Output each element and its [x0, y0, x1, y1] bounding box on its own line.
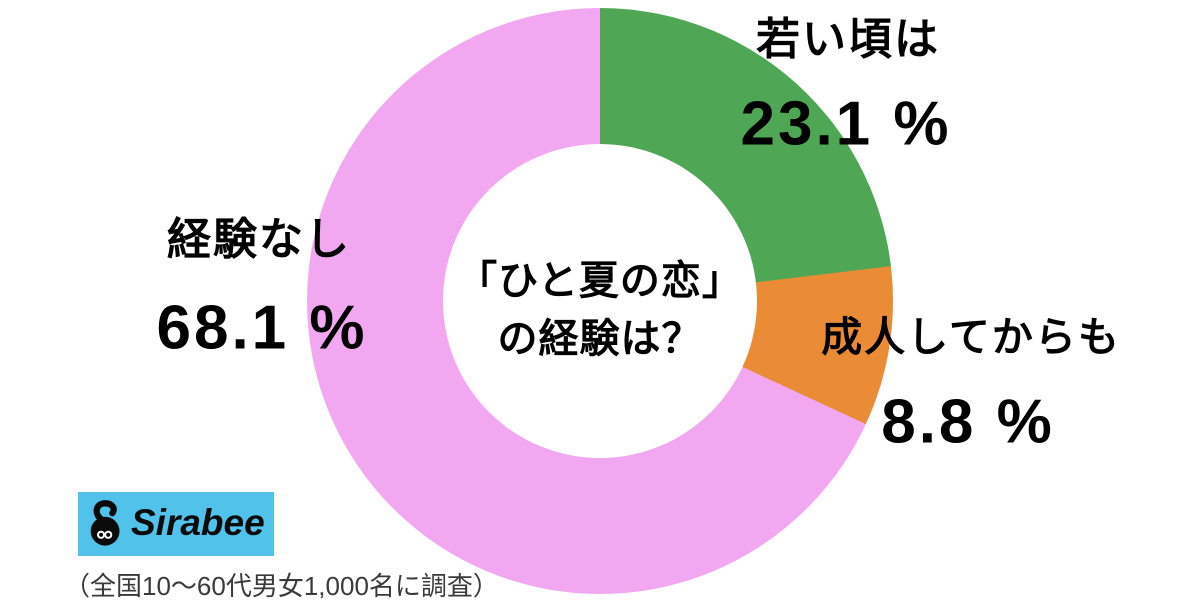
slice-value-adult: 8.8 % — [881, 387, 1055, 457]
slice-value-young: 23.1 % — [740, 89, 952, 159]
sirabee-logo: Sirabee — [78, 492, 274, 556]
center-title-line1: 「ひと夏の恋」 — [457, 259, 743, 303]
donut-hole: 「ひと夏の恋」 の経験は？ — [443, 144, 757, 458]
sirabee-mascot-icon — [90, 500, 120, 546]
survey-note: （全国10〜60代男女1,000名に調査） — [64, 571, 499, 601]
slice-label-adult: 成人してからも — [821, 314, 1121, 360]
slice-label-none: 経験なし — [167, 215, 351, 264]
sirabee-logo-text: Sirabee — [131, 502, 265, 543]
center-title-line2: の経験は？ — [497, 317, 703, 361]
slice-value-none: 68.1 % — [156, 293, 368, 363]
slice-label-young: 若い頃は — [756, 15, 940, 64]
